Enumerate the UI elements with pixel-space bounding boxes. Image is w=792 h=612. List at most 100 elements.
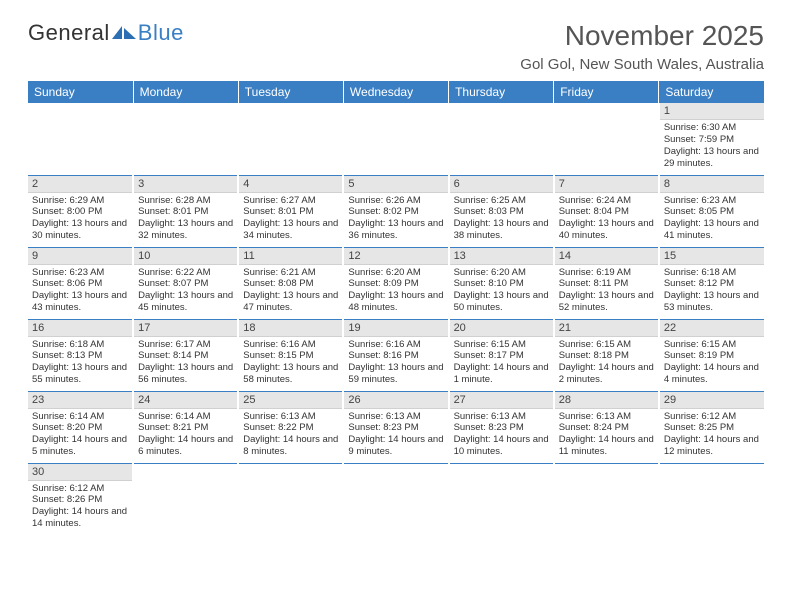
day-number: 22	[660, 320, 764, 337]
calendar-cell: 9Sunrise: 6:23 AMSunset: 8:06 PMDaylight…	[28, 247, 133, 319]
calendar-cell: 21Sunrise: 6:15 AMSunset: 8:18 PMDayligh…	[554, 319, 659, 391]
calendar-row: 16Sunrise: 6:18 AMSunset: 8:13 PMDayligh…	[28, 319, 764, 391]
calendar-cell: 2Sunrise: 6:29 AMSunset: 8:00 PMDaylight…	[28, 175, 133, 247]
day-number: 26	[344, 392, 447, 409]
calendar-cell	[449, 103, 554, 175]
calendar-cell: 12Sunrise: 6:20 AMSunset: 8:09 PMDayligh…	[343, 247, 448, 319]
location: Gol Gol, New South Wales, Australia	[520, 56, 764, 73]
calendar-cell: 27Sunrise: 6:13 AMSunset: 8:23 PMDayligh…	[449, 391, 554, 463]
logo-text-blue: Blue	[138, 20, 184, 46]
day-info: Sunrise: 6:18 AMSunset: 8:12 PMDaylight:…	[660, 265, 764, 317]
day-number: 11	[239, 248, 342, 265]
calendar-cell	[554, 463, 659, 535]
calendar-cell: 20Sunrise: 6:15 AMSunset: 8:17 PMDayligh…	[449, 319, 554, 391]
day-info: Sunrise: 6:16 AMSunset: 8:15 PMDaylight:…	[239, 337, 342, 389]
weekday-header: Saturday	[659, 81, 764, 103]
day-number: 30	[28, 464, 132, 481]
day-number: 12	[344, 248, 447, 265]
calendar-cell: 30Sunrise: 6:12 AMSunset: 8:26 PMDayligh…	[28, 463, 133, 535]
day-number: 14	[555, 248, 658, 265]
header: General Blue November 2025 Gol Gol, New …	[28, 20, 764, 73]
calendar-cell	[238, 103, 343, 175]
calendar-row: 30Sunrise: 6:12 AMSunset: 8:26 PMDayligh…	[28, 463, 764, 535]
logo-text-general: General	[28, 20, 110, 46]
title-block: November 2025 Gol Gol, New South Wales, …	[520, 20, 764, 73]
calendar-cell: 4Sunrise: 6:27 AMSunset: 8:01 PMDaylight…	[238, 175, 343, 247]
day-info: Sunrise: 6:17 AMSunset: 8:14 PMDaylight:…	[134, 337, 237, 389]
weekday-header: Tuesday	[238, 81, 343, 103]
day-number: 1	[660, 103, 764, 120]
day-number: 24	[134, 392, 237, 409]
logo: General Blue	[28, 20, 184, 46]
calendar-cell: 16Sunrise: 6:18 AMSunset: 8:13 PMDayligh…	[28, 319, 133, 391]
day-info: Sunrise: 6:21 AMSunset: 8:08 PMDaylight:…	[239, 265, 342, 317]
day-info: Sunrise: 6:15 AMSunset: 8:17 PMDaylight:…	[450, 337, 553, 389]
calendar-cell: 6Sunrise: 6:25 AMSunset: 8:03 PMDaylight…	[449, 175, 554, 247]
calendar-cell: 28Sunrise: 6:13 AMSunset: 8:24 PMDayligh…	[554, 391, 659, 463]
calendar-cell: 17Sunrise: 6:17 AMSunset: 8:14 PMDayligh…	[133, 319, 238, 391]
weekday-header: Friday	[554, 81, 659, 103]
day-number: 19	[344, 320, 447, 337]
calendar-cell: 3Sunrise: 6:28 AMSunset: 8:01 PMDaylight…	[133, 175, 238, 247]
day-number: 29	[660, 392, 764, 409]
calendar-cell	[449, 463, 554, 535]
calendar-cell: 15Sunrise: 6:18 AMSunset: 8:12 PMDayligh…	[659, 247, 764, 319]
calendar-cell: 22Sunrise: 6:15 AMSunset: 8:19 PMDayligh…	[659, 319, 764, 391]
calendar-row: 2Sunrise: 6:29 AMSunset: 8:00 PMDaylight…	[28, 175, 764, 247]
day-info: Sunrise: 6:13 AMSunset: 8:22 PMDaylight:…	[239, 409, 342, 461]
calendar-page: General Blue November 2025 Gol Gol, New …	[0, 0, 792, 555]
calendar-row: 9Sunrise: 6:23 AMSunset: 8:06 PMDaylight…	[28, 247, 764, 319]
day-number: 27	[450, 392, 553, 409]
day-number: 16	[28, 320, 132, 337]
calendar-cell	[343, 463, 448, 535]
calendar-cell	[133, 463, 238, 535]
day-info: Sunrise: 6:26 AMSunset: 8:02 PMDaylight:…	[344, 193, 447, 245]
day-info: Sunrise: 6:15 AMSunset: 8:18 PMDaylight:…	[555, 337, 658, 389]
day-info: Sunrise: 6:23 AMSunset: 8:05 PMDaylight:…	[660, 193, 764, 245]
day-info: Sunrise: 6:14 AMSunset: 8:21 PMDaylight:…	[134, 409, 237, 461]
day-number: 17	[134, 320, 237, 337]
day-info: Sunrise: 6:15 AMSunset: 8:19 PMDaylight:…	[660, 337, 764, 389]
weekday-header: Sunday	[28, 81, 133, 103]
day-number: 9	[28, 248, 132, 265]
day-number: 5	[344, 176, 447, 193]
calendar-cell: 23Sunrise: 6:14 AMSunset: 8:20 PMDayligh…	[28, 391, 133, 463]
day-info: Sunrise: 6:13 AMSunset: 8:23 PMDaylight:…	[344, 409, 447, 461]
weekday-header: Monday	[133, 81, 238, 103]
day-info: Sunrise: 6:24 AMSunset: 8:04 PMDaylight:…	[555, 193, 658, 245]
weekday-header: Thursday	[449, 81, 554, 103]
calendar-cell	[659, 463, 764, 535]
calendar-row: 1Sunrise: 6:30 AMSunset: 7:59 PMDaylight…	[28, 103, 764, 175]
day-info: Sunrise: 6:18 AMSunset: 8:13 PMDaylight:…	[28, 337, 132, 389]
calendar-cell: 1Sunrise: 6:30 AMSunset: 7:59 PMDaylight…	[659, 103, 764, 175]
calendar-cell: 25Sunrise: 6:13 AMSunset: 8:22 PMDayligh…	[238, 391, 343, 463]
calendar-cell: 10Sunrise: 6:22 AMSunset: 8:07 PMDayligh…	[133, 247, 238, 319]
weekday-header: Wednesday	[343, 81, 448, 103]
day-info: Sunrise: 6:27 AMSunset: 8:01 PMDaylight:…	[239, 193, 342, 245]
day-info: Sunrise: 6:13 AMSunset: 8:23 PMDaylight:…	[450, 409, 553, 461]
calendar-cell	[238, 463, 343, 535]
calendar-cell: 26Sunrise: 6:13 AMSunset: 8:23 PMDayligh…	[343, 391, 448, 463]
sail-icon	[111, 21, 137, 37]
day-info: Sunrise: 6:12 AMSunset: 8:25 PMDaylight:…	[660, 409, 764, 461]
day-number: 3	[134, 176, 237, 193]
day-number: 20	[450, 320, 553, 337]
calendar-cell	[28, 103, 133, 175]
day-info: Sunrise: 6:23 AMSunset: 8:06 PMDaylight:…	[28, 265, 132, 317]
month-title: November 2025	[520, 20, 764, 52]
day-number: 18	[239, 320, 342, 337]
calendar-table: Sunday Monday Tuesday Wednesday Thursday…	[28, 81, 764, 535]
calendar-cell: 14Sunrise: 6:19 AMSunset: 8:11 PMDayligh…	[554, 247, 659, 319]
calendar-cell: 13Sunrise: 6:20 AMSunset: 8:10 PMDayligh…	[449, 247, 554, 319]
day-info: Sunrise: 6:12 AMSunset: 8:26 PMDaylight:…	[28, 481, 132, 533]
day-info: Sunrise: 6:25 AMSunset: 8:03 PMDaylight:…	[450, 193, 553, 245]
calendar-row: 23Sunrise: 6:14 AMSunset: 8:20 PMDayligh…	[28, 391, 764, 463]
day-info: Sunrise: 6:13 AMSunset: 8:24 PMDaylight:…	[555, 409, 658, 461]
day-info: Sunrise: 6:22 AMSunset: 8:07 PMDaylight:…	[134, 265, 237, 317]
day-number: 28	[555, 392, 658, 409]
day-info: Sunrise: 6:20 AMSunset: 8:09 PMDaylight:…	[344, 265, 447, 317]
calendar-cell	[554, 103, 659, 175]
day-number: 10	[134, 248, 237, 265]
calendar-cell: 7Sunrise: 6:24 AMSunset: 8:04 PMDaylight…	[554, 175, 659, 247]
day-number: 6	[450, 176, 553, 193]
